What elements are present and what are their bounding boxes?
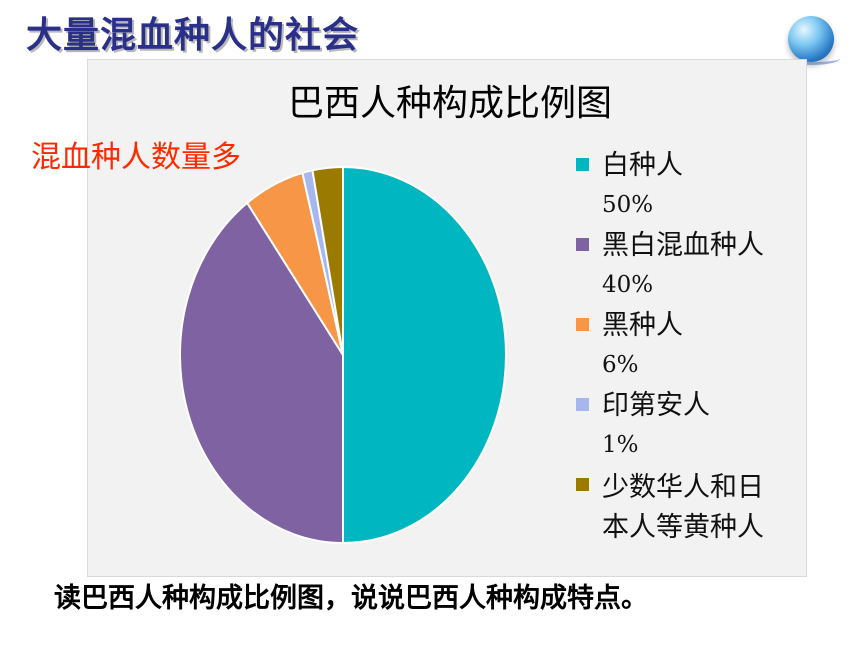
legend-value: 1% — [602, 432, 639, 458]
chart-legend: 白种人 50% 黑白混血种人 40% 黑种人 6% 印第安人 1% 少数华人和日… — [572, 148, 792, 550]
legend-swatch — [576, 318, 589, 331]
chart-title: 巴西人种构成比例图 — [287, 83, 612, 124]
legend-item: 少数华人和日本人等黄种人 — [572, 468, 792, 548]
legend-swatch — [576, 478, 589, 491]
legend-label: 黑种人 — [602, 310, 683, 341]
legend-value: 6% — [602, 352, 639, 378]
question-text: 读巴西人种构成比例图，说说巴西人种构成特点。 — [54, 583, 648, 614]
pie-slice — [179, 201, 344, 545]
legend-item: 白种人 50% — [572, 148, 792, 226]
legend-label: 少数华人和日本人等黄种人 — [602, 472, 764, 543]
legend-swatch — [576, 398, 589, 411]
globe-icon — [784, 16, 840, 65]
pie-slice — [311, 165, 344, 356]
legend-label: 黑白混血种人 — [602, 230, 764, 261]
legend-value: 40% — [602, 272, 654, 298]
legend-swatch — [576, 158, 589, 171]
legend-item: 黑白混血种人 40% — [572, 228, 792, 306]
legend-item: 黑种人 6% — [572, 308, 792, 386]
annotation-text: 混血种人数量多 — [31, 140, 241, 175]
legend-value: 50% — [602, 192, 654, 218]
legend-item: 印第安人 1% — [572, 388, 792, 466]
pie-slice — [342, 165, 507, 545]
legend-label: 印第安人 — [602, 390, 710, 421]
legend-label: 白种人 — [602, 150, 683, 181]
legend-swatch — [576, 238, 589, 251]
slide-title: 大量混血种人的社会 — [26, 15, 360, 56]
